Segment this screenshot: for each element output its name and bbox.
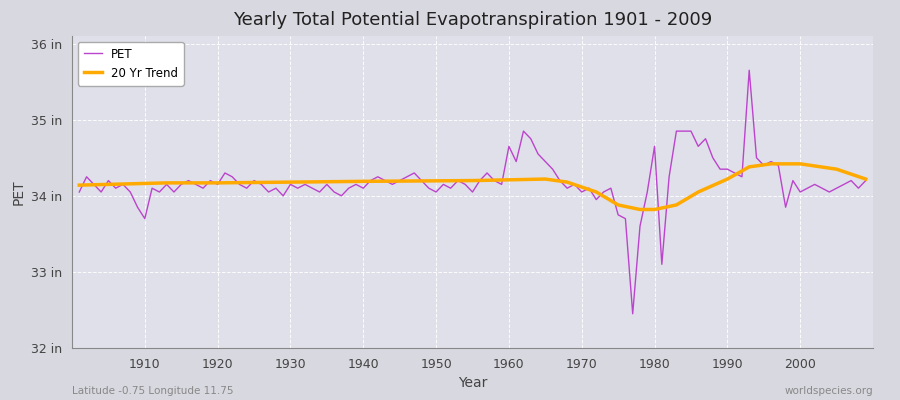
20 Yr Trend [591, 190, 602, 194]
20 Yr Trend [634, 207, 645, 212]
20 Yr Trend [743, 164, 754, 169]
PET [336, 194, 346, 198]
20 Yr Trend [285, 180, 296, 184]
PET [860, 178, 871, 183]
20 Yr Trend [613, 202, 624, 207]
PET [743, 68, 754, 73]
Text: worldspecies.org: worldspecies.org [785, 386, 873, 396]
20 Yr Trend [358, 179, 369, 184]
20 Yr Trend [503, 178, 514, 182]
X-axis label: Year: Year [458, 376, 487, 390]
PET [74, 190, 85, 194]
20 Yr Trend [860, 177, 871, 182]
20 Yr Trend [795, 162, 806, 166]
20 Yr Trend [649, 207, 660, 212]
PET [627, 311, 638, 316]
20 Yr Trend [766, 162, 777, 166]
20 Yr Trend [540, 177, 551, 182]
20 Yr Trend [722, 177, 733, 182]
20 Yr Trend [562, 180, 572, 184]
20 Yr Trend [467, 178, 478, 183]
20 Yr Trend [161, 180, 172, 185]
Line: PET: PET [79, 70, 866, 314]
20 Yr Trend [74, 183, 85, 188]
PET [292, 186, 303, 190]
Y-axis label: PET: PET [12, 179, 25, 205]
PET [503, 144, 514, 149]
Line: 20 Yr Trend: 20 Yr Trend [79, 164, 866, 210]
PET [591, 197, 602, 202]
20 Yr Trend [693, 190, 704, 194]
PET [132, 205, 143, 210]
Title: Yearly Total Potential Evapotranspiration 1901 - 2009: Yearly Total Potential Evapotranspiratio… [233, 11, 712, 29]
Legend: PET, 20 Yr Trend: PET, 20 Yr Trend [78, 42, 184, 86]
PET [496, 182, 507, 187]
20 Yr Trend [671, 202, 682, 207]
20 Yr Trend [832, 167, 842, 172]
20 Yr Trend [212, 180, 223, 185]
Text: Latitude -0.75 Longitude 11.75: Latitude -0.75 Longitude 11.75 [72, 386, 233, 396]
